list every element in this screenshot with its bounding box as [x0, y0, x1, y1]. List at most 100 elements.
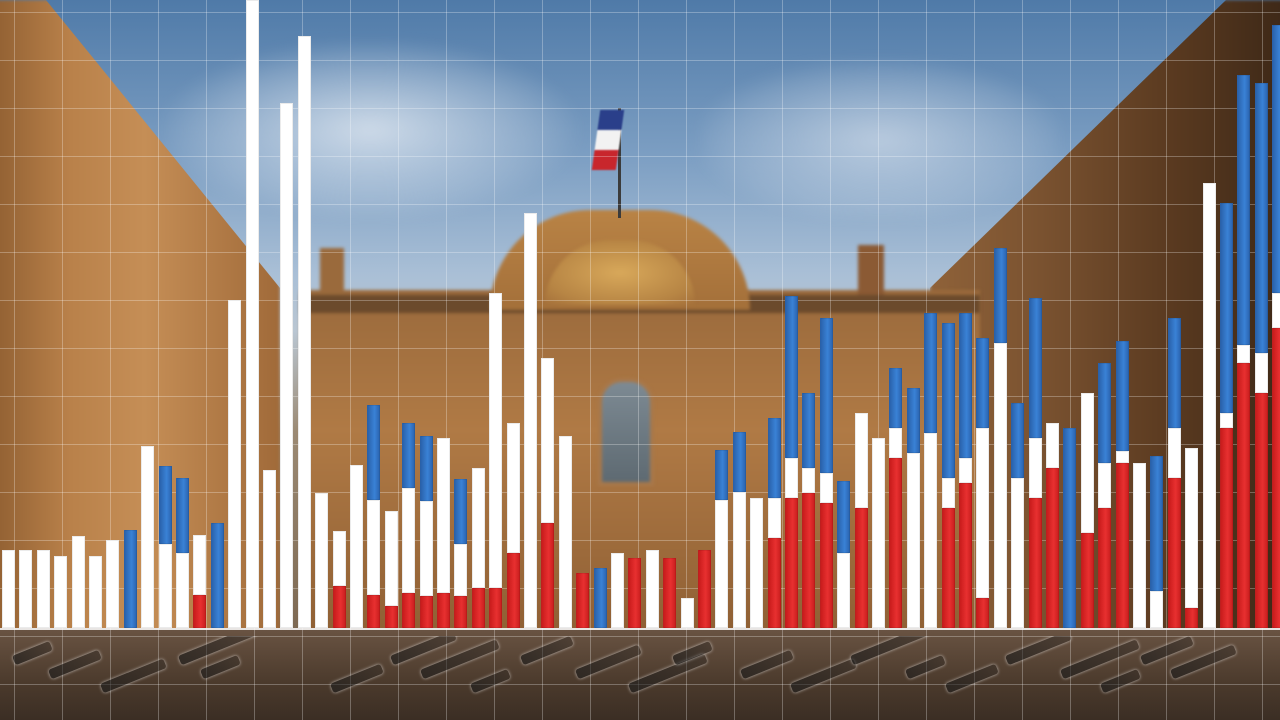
bar-segment-blue	[158, 466, 172, 544]
bar-segment-white	[680, 598, 694, 628]
axis-label-smudge	[330, 663, 384, 694]
bar-segment-white	[193, 535, 207, 595]
bar-segment-blue	[593, 568, 607, 628]
bar-segment-red	[193, 595, 207, 628]
chimney	[858, 245, 884, 300]
axis-label-smudge	[200, 655, 241, 680]
bar-segment-red	[663, 558, 677, 628]
bar-segment-red	[698, 550, 711, 628]
bar-segment-white	[176, 553, 189, 628]
flagpole	[618, 108, 621, 218]
bar-segment-red	[785, 498, 798, 628]
bar-segment-red	[506, 553, 520, 628]
bar-segment-red	[1167, 478, 1181, 628]
bar-segment-blue	[785, 296, 798, 458]
bar-segment-white	[332, 531, 346, 586]
bar-segment-red	[576, 573, 590, 628]
bar-segment-red	[854, 508, 868, 628]
bar-segment-red	[1272, 328, 1280, 628]
bar-segment-red	[384, 606, 398, 628]
bar-segment-red	[471, 588, 485, 628]
bar-segment-white	[489, 293, 503, 588]
axis-label-smudge	[850, 636, 930, 666]
axis-label-smudge	[740, 649, 794, 680]
bar-segment-red	[419, 596, 433, 628]
bar-segment-red	[1080, 533, 1094, 628]
bar-segment-red	[1115, 463, 1129, 628]
bar-segment-blue	[924, 313, 938, 433]
bar-segment-white	[315, 493, 329, 628]
bar-segment-white	[141, 446, 155, 628]
bar-segment-red	[1254, 393, 1268, 628]
bar-segment-red	[541, 523, 555, 628]
bar-segment-white	[89, 556, 102, 628]
bar-segment-blue	[454, 479, 468, 544]
bar-segment-blue	[1115, 341, 1129, 451]
bar-segment-white	[1098, 463, 1112, 508]
bar-segment-red	[1237, 363, 1251, 628]
axis-label-smudge	[905, 655, 946, 680]
bar-segment-red	[1185, 608, 1199, 628]
bar-segment-white	[732, 492, 746, 628]
bar-segment-blue	[959, 313, 972, 458]
bar-segment-white	[280, 103, 294, 628]
bar-segment-blue	[715, 450, 729, 500]
bar-segment-white	[1133, 463, 1146, 628]
bar-segment-white	[350, 465, 363, 628]
bar-segment-red	[767, 538, 781, 628]
bar-segment-white	[1167, 428, 1181, 478]
central-window	[598, 378, 654, 486]
bar-segment-white	[767, 498, 781, 538]
bar-segment-white	[924, 433, 938, 628]
bar-segment-white	[1202, 183, 1216, 628]
axis-label-smudge	[12, 641, 53, 666]
axis-label-smudge	[178, 636, 258, 666]
bar-segment-red	[367, 595, 381, 628]
bar-segment-white	[872, 438, 885, 628]
bar-segment-blue	[889, 368, 903, 428]
bar-segment-white	[645, 550, 659, 628]
bar-segment-white	[506, 423, 520, 553]
bar-segment-white	[19, 550, 33, 628]
bar-segment-blue	[819, 318, 833, 473]
bar-segment-red	[802, 493, 816, 628]
bar-segment-red	[959, 483, 972, 628]
axis-label-smudge	[1140, 636, 1194, 666]
bar-segment-white	[1185, 448, 1199, 608]
bar-segment-white	[1115, 451, 1129, 463]
bar-segment-red	[1028, 498, 1042, 628]
bar-segment-blue	[419, 436, 433, 501]
bar-segment-blue	[1011, 403, 1025, 478]
bar-segment-red	[819, 503, 833, 628]
bar-segment-white	[1011, 478, 1025, 628]
axis-label-smudge	[945, 663, 999, 694]
bar-segment-blue	[1167, 318, 1181, 428]
cloud	[160, 40, 580, 220]
bar-segment-red	[437, 593, 450, 628]
bar-segment-white	[158, 544, 172, 628]
bar-segment-red	[454, 596, 468, 628]
bar-segment-white	[1220, 413, 1233, 428]
bar-segment-red	[402, 593, 416, 628]
bar-segment-blue	[176, 478, 189, 553]
bar-segment-red	[1098, 508, 1112, 628]
bar-segment-white	[367, 500, 381, 595]
bar-segment-white	[558, 436, 572, 628]
axis-label-smudge	[628, 653, 708, 694]
bar-segment-white	[54, 556, 68, 628]
chimney	[320, 248, 344, 298]
bar-segment-red	[1220, 428, 1233, 628]
illegible-axis-labels	[0, 636, 1280, 720]
bar-segment-white	[1237, 345, 1251, 363]
bar-segment-white	[228, 300, 242, 628]
bar-segment-blue	[941, 323, 955, 478]
bar-segment-white	[1028, 438, 1042, 498]
bar-segment-blue	[1150, 456, 1164, 591]
bar-segment-white	[419, 501, 433, 596]
bar-segment-white	[297, 36, 311, 628]
bar-segment-white	[1150, 591, 1164, 628]
bar-segment-white	[819, 473, 833, 503]
bar-segment-white	[976, 428, 990, 598]
bar-segment-blue	[123, 530, 137, 628]
